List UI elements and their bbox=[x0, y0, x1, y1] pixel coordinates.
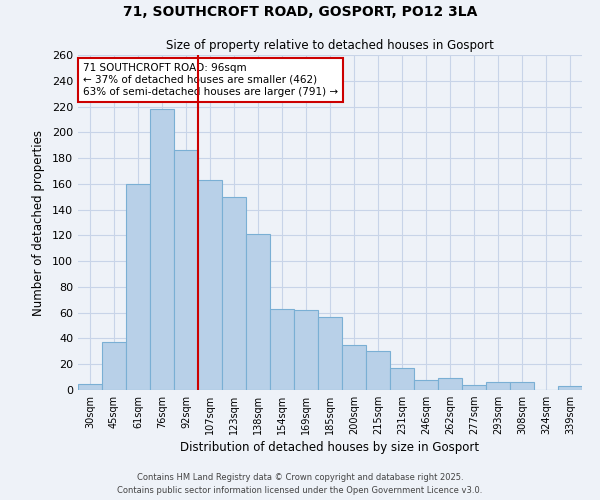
Bar bbox=[246, 234, 270, 390]
Bar bbox=[270, 309, 294, 390]
Y-axis label: Number of detached properties: Number of detached properties bbox=[32, 130, 45, 316]
Bar bbox=[318, 316, 342, 390]
Text: 71, SOUTHCROFT ROAD, GOSPORT, PO12 3LA: 71, SOUTHCROFT ROAD, GOSPORT, PO12 3LA bbox=[123, 5, 477, 19]
Bar bbox=[294, 310, 318, 390]
Bar bbox=[102, 342, 126, 390]
Bar bbox=[486, 382, 510, 390]
Bar bbox=[126, 184, 150, 390]
Title: Size of property relative to detached houses in Gosport: Size of property relative to detached ho… bbox=[166, 40, 494, 52]
Bar bbox=[78, 384, 102, 390]
Bar bbox=[174, 150, 198, 390]
Bar bbox=[342, 345, 366, 390]
Text: 71 SOUTHCROFT ROAD: 96sqm
← 37% of detached houses are smaller (462)
63% of semi: 71 SOUTHCROFT ROAD: 96sqm ← 37% of detac… bbox=[83, 64, 338, 96]
Bar bbox=[414, 380, 438, 390]
Bar bbox=[438, 378, 462, 390]
Bar bbox=[558, 386, 582, 390]
Bar bbox=[462, 385, 486, 390]
X-axis label: Distribution of detached houses by size in Gosport: Distribution of detached houses by size … bbox=[181, 442, 479, 454]
Bar bbox=[150, 109, 174, 390]
Bar bbox=[510, 382, 534, 390]
Bar bbox=[222, 196, 246, 390]
Text: Contains HM Land Registry data © Crown copyright and database right 2025.
Contai: Contains HM Land Registry data © Crown c… bbox=[118, 474, 482, 495]
Bar bbox=[366, 352, 390, 390]
Bar bbox=[198, 180, 222, 390]
Bar bbox=[390, 368, 414, 390]
